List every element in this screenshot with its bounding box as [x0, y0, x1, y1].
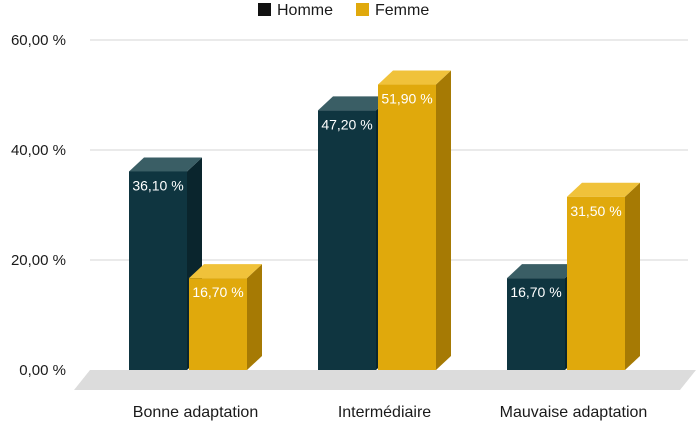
x-axis: Bonne adaptation Intermédiaire Mauvaise ad…: [133, 404, 648, 421]
y-tick-label: 60,00 %: [11, 32, 66, 49]
bar-top: [378, 70, 451, 85]
bar-front: [129, 171, 187, 370]
x-tick-label: Intermédiaire: [338, 404, 431, 421]
legend-swatch: [258, 3, 271, 16]
bar-side: [436, 70, 451, 371]
bar-top: [567, 182, 640, 197]
bars: 36,10 % 16,70 % 47,20 % 51,90 % 16,70 % 31,50…: [129, 70, 640, 371]
y-tick-label: 20,00 %: [11, 252, 66, 269]
y-tick-label: 40,00 %: [11, 142, 66, 159]
data-label: 47,20 %: [321, 116, 372, 132]
legend-swatch: [356, 3, 369, 16]
bar-side: [625, 182, 640, 370]
bar-front: [189, 278, 247, 370]
bar-side: [247, 264, 262, 370]
bar-femme: 16,70 %: [189, 264, 262, 370]
data-label: 31,50 %: [570, 203, 621, 219]
bar-top: [129, 157, 202, 172]
data-label: 36,10 %: [132, 177, 183, 193]
bar-front: [507, 278, 565, 370]
bar-top: [318, 96, 391, 111]
chart-floor: [74, 370, 696, 390]
bar-top: [507, 264, 580, 279]
legend: Homme Femme: [258, 2, 429, 19]
y-tick-label: 0,00 %: [19, 362, 66, 379]
legend-label: Homme: [277, 2, 333, 19]
bar-femme: 51,90 %: [378, 70, 451, 371]
legend-label: Femme: [375, 2, 429, 19]
data-label: 16,70 %: [510, 284, 561, 300]
x-tick-label: Bonne adaptation: [133, 404, 258, 421]
data-label: 51,90 %: [381, 91, 432, 107]
bar-top: [189, 264, 262, 279]
x-tick-label: Mauvaise adaptation: [500, 404, 648, 421]
bar-femme: 31,50 %: [567, 182, 640, 370]
data-label: 16,70 %: [192, 284, 243, 300]
bar-front: [378, 84, 436, 371]
y-axis: 0,00 % 20,00 % 40,00 % 60,00 %: [11, 32, 66, 379]
bar-front: [567, 196, 625, 370]
bar-front: [318, 110, 376, 371]
